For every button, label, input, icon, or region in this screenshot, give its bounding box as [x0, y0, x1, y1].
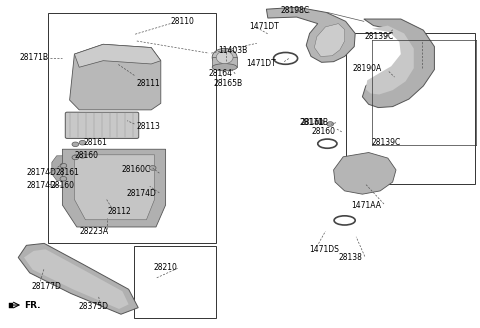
Text: 1471DT: 1471DT [250, 22, 279, 31]
Text: 28375D: 28375D [79, 302, 108, 311]
Text: 11403B: 11403B [218, 46, 248, 55]
Ellipse shape [212, 48, 237, 66]
Polygon shape [70, 44, 161, 110]
Circle shape [72, 142, 79, 147]
Polygon shape [362, 19, 434, 108]
Text: 28113: 28113 [137, 122, 161, 131]
FancyBboxPatch shape [65, 112, 139, 138]
Circle shape [72, 155, 79, 160]
Text: 28190A: 28190A [352, 64, 382, 73]
Text: 28198C: 28198C [281, 6, 310, 15]
Circle shape [149, 166, 156, 170]
Text: 28171B: 28171B [300, 117, 329, 127]
Bar [9, 303, 13, 308]
Polygon shape [334, 153, 396, 194]
Text: 1471DS: 1471DS [310, 245, 339, 254]
Circle shape [317, 120, 324, 124]
Circle shape [60, 163, 67, 168]
Bar [212, 57, 237, 67]
Text: 28171B: 28171B [19, 53, 48, 62]
Circle shape [79, 154, 86, 158]
Text: 28161: 28161 [55, 168, 79, 177]
Polygon shape [74, 44, 161, 67]
Text: 28139C: 28139C [372, 138, 401, 147]
Text: 28174D: 28174D [26, 181, 56, 190]
Text: 28161: 28161 [84, 138, 108, 147]
Text: 28139C: 28139C [364, 31, 394, 41]
Bar [48, 13, 216, 243]
Text: 28177D: 28177D [31, 281, 61, 291]
Text: 28110: 28110 [170, 17, 194, 26]
Ellipse shape [212, 64, 237, 71]
Text: 28160: 28160 [50, 181, 74, 190]
Polygon shape [366, 26, 414, 94]
Polygon shape [24, 249, 129, 309]
Text: 1471DT: 1471DT [246, 59, 276, 69]
Text: 28160: 28160 [312, 127, 336, 136]
Text: 28165B: 28165B [214, 79, 243, 88]
Text: 28223A: 28223A [79, 227, 108, 236]
Text: 28174D: 28174D [126, 189, 156, 198]
Text: 28160: 28160 [74, 151, 98, 160]
Circle shape [60, 176, 67, 181]
Text: 28138: 28138 [338, 253, 362, 262]
Polygon shape [52, 156, 62, 180]
Text: 28160C: 28160C [122, 165, 151, 174]
Text: 28164: 28164 [209, 69, 233, 78]
Text: 1471AA: 1471AA [351, 200, 382, 210]
Polygon shape [62, 149, 166, 227]
Text: 28161: 28161 [300, 117, 324, 127]
Polygon shape [266, 7, 355, 62]
Text: 28111: 28111 [137, 79, 160, 88]
Text: 28112: 28112 [108, 207, 132, 216]
Ellipse shape [216, 51, 233, 64]
Text: 28210: 28210 [154, 263, 178, 272]
Circle shape [327, 122, 334, 126]
Bar [346, 33, 475, 184]
Text: 28174D: 28174D [26, 168, 56, 177]
Polygon shape [74, 155, 155, 220]
Polygon shape [18, 243, 138, 314]
Polygon shape [314, 24, 345, 56]
Bar [134, 246, 216, 318]
Circle shape [79, 140, 86, 145]
Text: FR.: FR. [24, 300, 40, 310]
